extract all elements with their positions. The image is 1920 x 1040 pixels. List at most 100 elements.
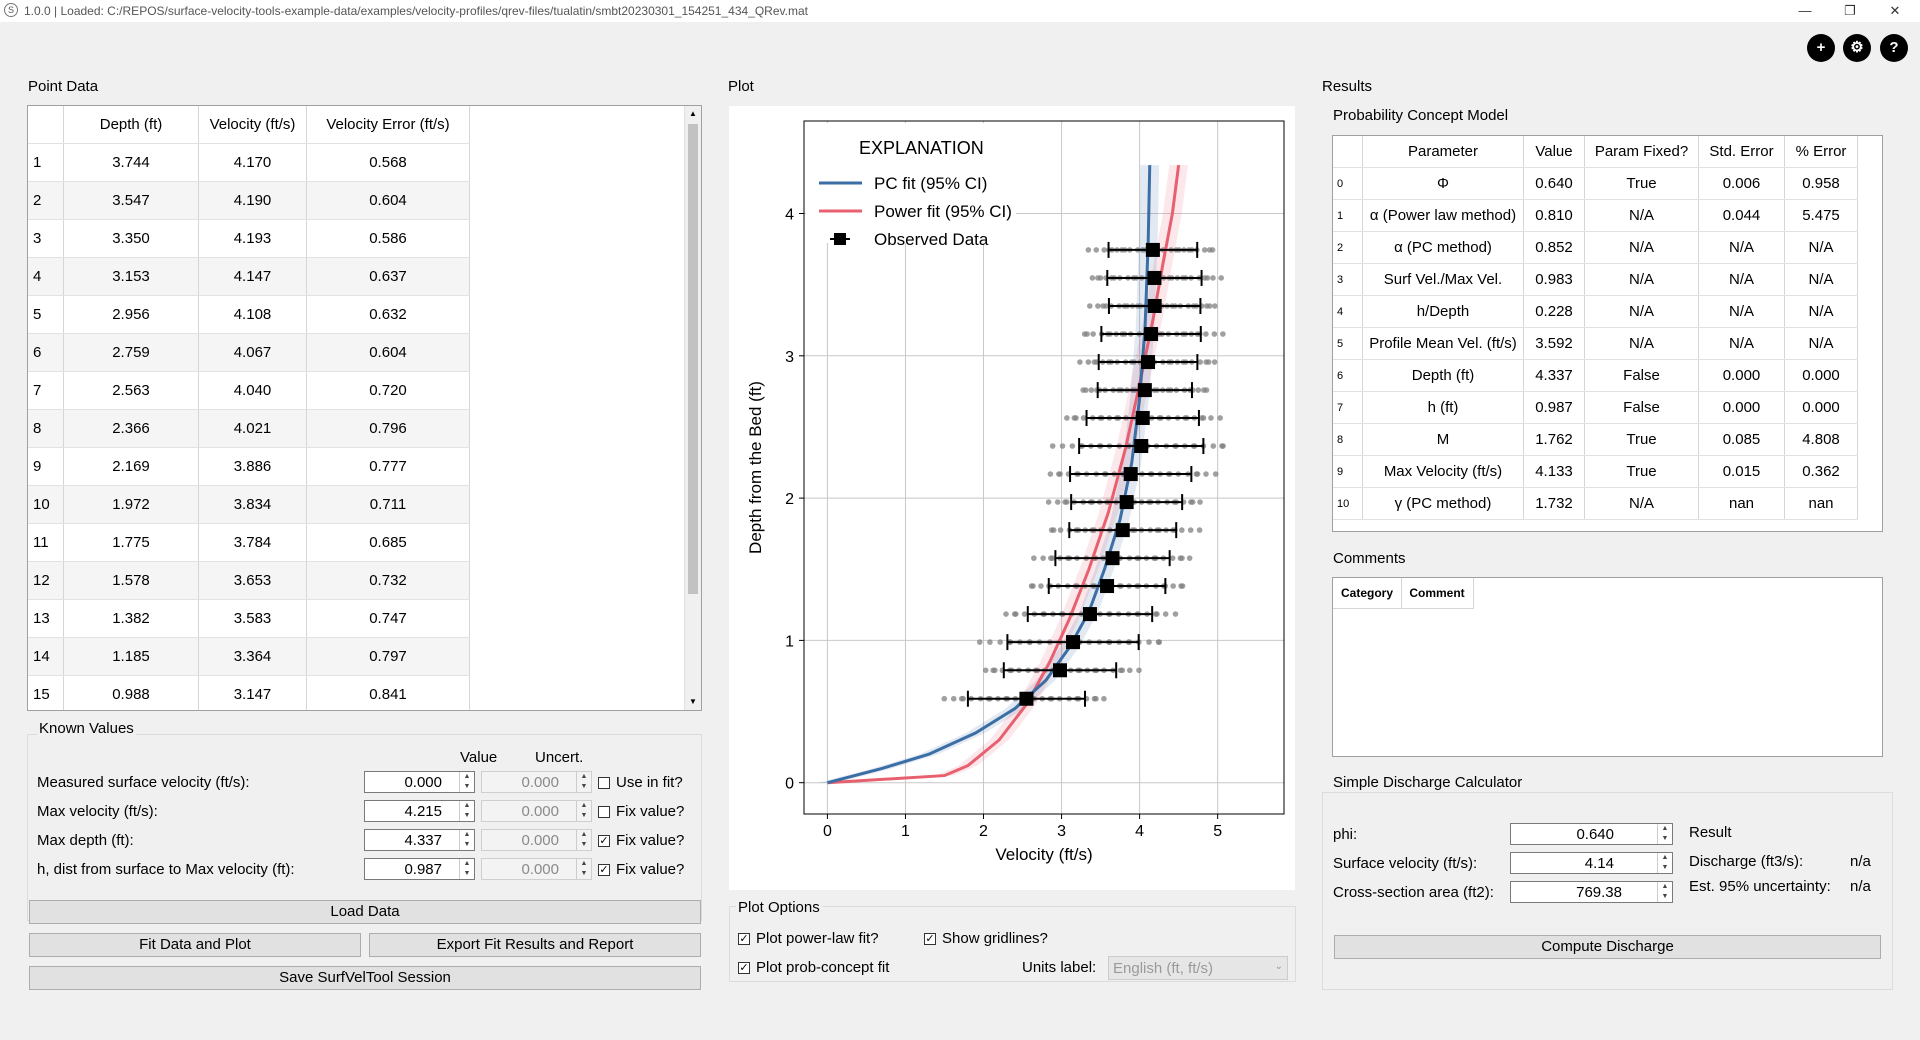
table-row[interactable]: 8 M 1.762 True 0.085 4.808 (1333, 423, 1858, 456)
table-row[interactable]: 14 1.185 3.364 0.797 (28, 637, 470, 676)
known-value-input[interactable]: 0.987 ▲ ▼ (364, 858, 475, 880)
table-row[interactable]: 8 2.366 4.021 0.796 (28, 409, 470, 448)
table-cell[interactable]: 0.000 (1784, 359, 1858, 392)
table-cell[interactable]: 0.085 (1698, 423, 1785, 456)
table-cell[interactable]: 0.685 (306, 523, 470, 562)
table-cell[interactable]: N/A (1784, 295, 1858, 328)
table-cell[interactable]: 1.578 (63, 561, 199, 600)
table-cell[interactable]: 0.720 (306, 371, 470, 410)
table-cell[interactable]: 0.632 (306, 295, 470, 334)
point-data-table[interactable]: Depth (ft) Velocity (ft/s) Velocity Erro… (27, 105, 702, 711)
known-value-checkbox[interactable] (598, 777, 610, 789)
table-cell[interactable]: 3.153 (63, 257, 199, 296)
minimize-icon[interactable]: — (1798, 3, 1812, 18)
results-table[interactable]: Parameter Value Param Fixed? Std. Error … (1332, 135, 1883, 532)
table-cell[interactable]: N/A (1698, 327, 1785, 360)
table-cell[interactable]: 0.568 (306, 143, 470, 182)
table-cell[interactable]: Surf Vel./Max Vel. (1362, 263, 1524, 296)
table-cell[interactable]: 0.604 (306, 333, 470, 372)
table-row[interactable]: 6 2.759 4.067 0.604 (28, 333, 470, 372)
table-cell[interactable]: 0.637 (306, 257, 470, 296)
show-gridlines-checkbox[interactable]: ✓ (924, 933, 936, 945)
table-row[interactable]: 3 Surf Vel./Max Vel. 0.983 N/A N/A N/A (1333, 263, 1858, 296)
scroll-down-icon[interactable]: ▼ (689, 697, 697, 706)
column-header[interactable]: Param Fixed? (1584, 136, 1699, 168)
table-cell[interactable]: 2.956 (63, 295, 199, 334)
table-cell[interactable]: 1.972 (63, 485, 199, 524)
table-cell[interactable]: N/A (1698, 231, 1785, 264)
comments-column-header[interactable]: Comment (1401, 578, 1474, 609)
table-cell[interactable]: 4.170 (198, 143, 307, 182)
table-row[interactable]: 9 Max Velocity (ft/s) 4.133 True 0.015 0.362 (1333, 455, 1858, 488)
table-cell[interactable]: 3.583 (198, 599, 307, 638)
table-cell[interactable]: Depth (ft) (1362, 359, 1524, 392)
table-cell[interactable]: True (1584, 167, 1699, 200)
table-cell[interactable]: 0.841 (306, 675, 470, 710)
table-cell[interactable]: 0.015 (1698, 455, 1785, 488)
known-value-checkbox[interactable]: ✓ (598, 864, 610, 876)
table-cell[interactable]: 1.185 (63, 637, 199, 676)
table-cell[interactable]: 3.350 (63, 219, 199, 258)
table-cell[interactable]: 0.006 (1698, 167, 1785, 200)
table-cell[interactable]: 0.362 (1784, 455, 1858, 488)
table-cell[interactable]: 0.000 (1698, 391, 1785, 424)
save-session-button[interactable]: Save SurfVelTool Session (29, 966, 701, 990)
table-cell[interactable]: 0.958 (1784, 167, 1858, 200)
table-row[interactable]: 2 3.547 4.190 0.604 (28, 181, 470, 220)
table-cell[interactable]: 4.040 (198, 371, 307, 410)
table-cell[interactable]: 4.133 (1523, 455, 1585, 488)
table-cell[interactable]: 0.852 (1523, 231, 1585, 264)
table-row[interactable]: 0 Φ 0.640 True 0.006 0.958 (1333, 167, 1858, 200)
table-cell[interactable]: N/A (1584, 263, 1699, 296)
column-header[interactable]: Value (1523, 136, 1585, 168)
table-cell[interactable]: 1.382 (63, 599, 199, 638)
table-cell[interactable]: 2.563 (63, 371, 199, 410)
table-cell[interactable]: 3.364 (198, 637, 307, 676)
known-value-checkbox[interactable] (598, 806, 610, 818)
table-cell[interactable]: 4.190 (198, 181, 307, 220)
column-header[interactable]: Std. Error (1698, 136, 1785, 168)
table-cell[interactable]: 0.228 (1523, 295, 1585, 328)
table-cell[interactable]: True (1584, 423, 1699, 456)
table-cell[interactable]: 0.711 (306, 485, 470, 524)
table-cell[interactable]: Profile Mean Vel. (ft/s) (1362, 327, 1524, 360)
units-select[interactable]: English (ft, ft/s) ⌄ (1108, 956, 1288, 980)
table-cell[interactable]: nan (1698, 487, 1785, 520)
scroll-up-icon[interactable]: ▲ (689, 109, 697, 118)
table-cell[interactable]: 0.988 (63, 675, 199, 710)
table-row[interactable]: 15 0.988 3.147 0.841 (28, 675, 470, 710)
spin-arrows-icon[interactable]: ▲ ▼ (459, 859, 474, 879)
table-cell[interactable]: N/A (1584, 295, 1699, 328)
spin-arrows-icon[interactable]: ▲ ▼ (459, 801, 474, 821)
known-value-input[interactable]: 4.337 ▲ ▼ (364, 829, 475, 851)
table-cell[interactable]: Max Velocity (ft/s) (1362, 455, 1524, 488)
table-cell[interactable]: N/A (1584, 327, 1699, 360)
table-cell[interactable]: 3.147 (198, 675, 307, 710)
table-cell[interactable]: N/A (1784, 231, 1858, 264)
table-cell[interactable]: 0.796 (306, 409, 470, 448)
comments-column-header[interactable]: Category (1333, 578, 1402, 609)
table-cell[interactable]: α (Power law method) (1362, 199, 1524, 232)
export-report-button[interactable]: Export Fit Results and Report (369, 933, 701, 957)
spin-arrows-icon[interactable]: ▲ ▼ (1657, 882, 1672, 902)
load-data-button[interactable]: Load Data (29, 900, 701, 924)
table-cell[interactable]: 0.777 (306, 447, 470, 486)
plot-power-checkbox[interactable]: ✓ (738, 933, 750, 945)
table-cell[interactable]: 1.732 (1523, 487, 1585, 520)
table-row[interactable]: 3 3.350 4.193 0.586 (28, 219, 470, 258)
table-cell[interactable]: 0.732 (306, 561, 470, 600)
spin-arrows-icon[interactable]: ▲ ▼ (459, 772, 474, 792)
table-cell[interactable]: N/A (1584, 231, 1699, 264)
table-cell[interactable]: 0.640 (1523, 167, 1585, 200)
column-header[interactable]: Velocity (ft/s) (198, 106, 307, 144)
table-cell[interactable]: 4.067 (198, 333, 307, 372)
comment-plus-icon[interactable]: + (1807, 34, 1835, 62)
table-cell[interactable]: h (ft) (1362, 391, 1524, 424)
surface-velocity-input[interactable]: 4.14 ▲ ▼ (1510, 852, 1673, 874)
known-value-checkbox[interactable]: ✓ (598, 835, 610, 847)
table-row[interactable]: 12 1.578 3.653 0.732 (28, 561, 470, 600)
plot-prob-concept-checkbox[interactable]: ✓ (738, 962, 750, 974)
table-cell[interactable]: 0.797 (306, 637, 470, 676)
